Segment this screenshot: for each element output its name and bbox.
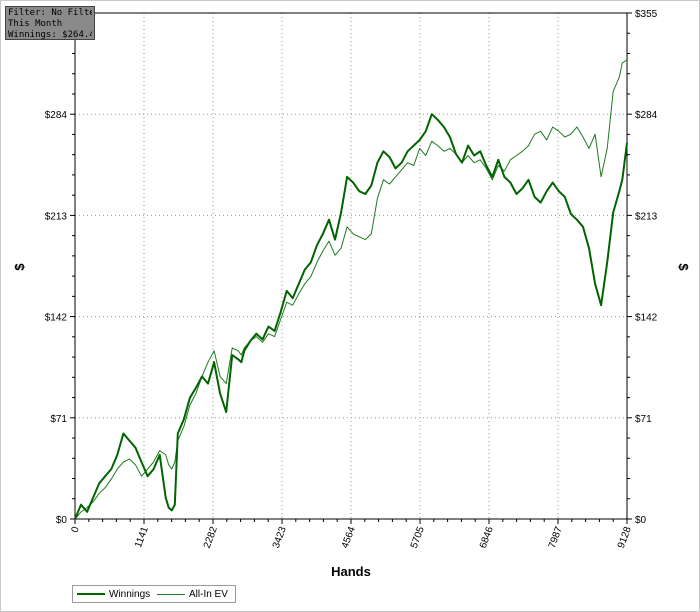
y-tick-label-right: $71 bbox=[635, 414, 652, 425]
x-axis: 0 1141 2282 3423 4564 5705 6846 7987 9128 bbox=[70, 519, 634, 550]
y-tick-label-right: $213 bbox=[635, 211, 658, 222]
winnings-swatch bbox=[77, 593, 105, 595]
filter-label: Filter: No Filter bbox=[8, 8, 92, 18]
grid-lines bbox=[75, 13, 627, 519]
filter-info-box: Filter: No Filter This Month Winnings: $… bbox=[5, 6, 95, 40]
x-tick-label: 4564 bbox=[340, 525, 358, 550]
series-line-winnings bbox=[74, 113, 628, 520]
y-tick-label-left: $142 bbox=[45, 313, 68, 324]
x-tick-label: 1141 bbox=[133, 525, 151, 549]
x-tick-label: 3423 bbox=[271, 525, 289, 550]
y-tick-label-right: $284 bbox=[635, 110, 658, 121]
x-tick-label: 2282 bbox=[202, 525, 220, 550]
x-tick-label: 6846 bbox=[478, 525, 496, 550]
series-layer bbox=[74, 59, 628, 520]
y-axis-left: $0$71$142$213$284$355 bbox=[45, 9, 75, 526]
x-tick-label: 7987 bbox=[547, 525, 565, 550]
x-tick-label: 0 bbox=[70, 525, 82, 534]
y-tick-label-left: $0 bbox=[56, 515, 68, 526]
legend-label-allin: All-In EV bbox=[189, 588, 228, 600]
y-tick-label-right: $355 bbox=[635, 9, 658, 20]
legend-item-winnings: Winnings bbox=[77, 588, 150, 600]
y-axis-title-left: $ bbox=[12, 263, 27, 271]
winnings-total-label: Winnings: $264.47 bbox=[8, 30, 92, 40]
period-label: This Month bbox=[8, 19, 63, 29]
chart-legend: Winnings All-In EV bbox=[72, 585, 236, 603]
y-axis-title-right: $ bbox=[676, 263, 691, 271]
legend-item-allin: All-In EV bbox=[157, 588, 228, 600]
y-tick-label-right: $142 bbox=[635, 313, 658, 324]
y-tick-label-right: $0 bbox=[635, 515, 647, 526]
legend-label-winnings: Winnings bbox=[109, 588, 151, 600]
y-axis-right: $0 $71 $142 $213 $284 $355 bbox=[627, 9, 658, 526]
y-tick-label-left: $284 bbox=[45, 110, 68, 121]
series-line-allin-ev bbox=[74, 59, 628, 520]
x-tick-label: 9128 bbox=[616, 525, 634, 550]
x-axis-title: Hands bbox=[331, 564, 371, 579]
y-tick-label-left: $213 bbox=[45, 211, 68, 222]
y-tick-label-left: $71 bbox=[50, 414, 67, 425]
allin-swatch bbox=[157, 593, 185, 595]
x-tick-label: 5705 bbox=[409, 525, 427, 550]
